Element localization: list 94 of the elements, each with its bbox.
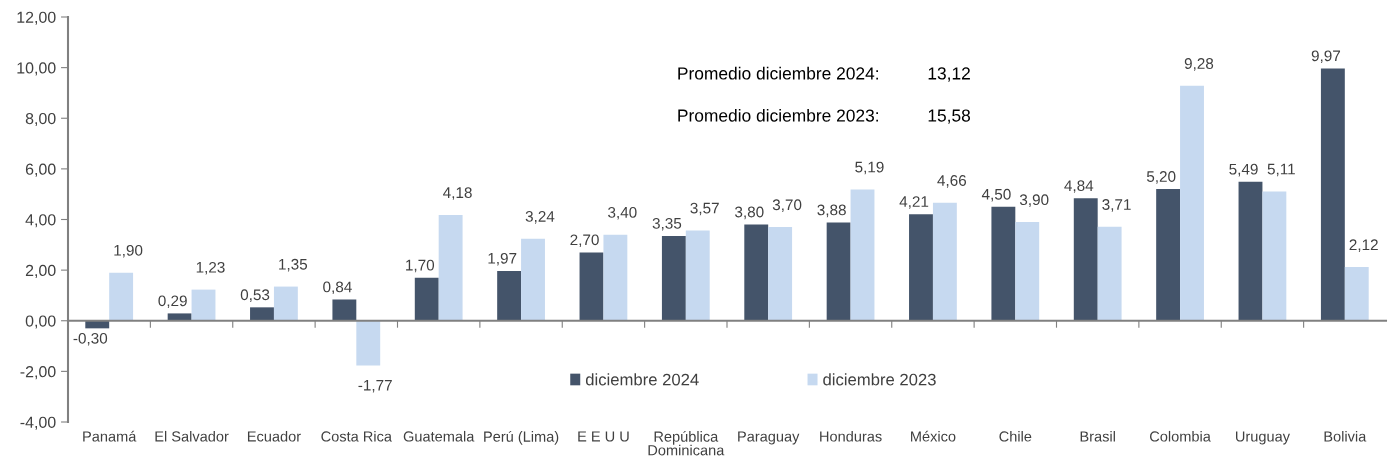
data-label: 3,80 xyxy=(735,206,764,220)
y-tick-label: -4,00 xyxy=(20,416,56,430)
bar xyxy=(579,252,604,321)
y-tick-label: 6,00 xyxy=(25,163,56,177)
x-tick-label: México xyxy=(911,430,956,442)
data-label: 5,11 xyxy=(1267,163,1295,177)
annotation: Promedio diciembre 2024: xyxy=(678,66,878,80)
bar xyxy=(909,214,933,321)
bar xyxy=(1073,198,1098,321)
x-tick-label: Brasil xyxy=(1080,430,1115,442)
x-tick-label: Honduras xyxy=(820,430,882,442)
data-label: 3,88 xyxy=(817,204,846,218)
data-label: 9,97 xyxy=(1311,50,1341,63)
data-label: 0,84 xyxy=(323,281,352,295)
x-tick-label: Costa Rica xyxy=(321,430,392,442)
bar xyxy=(191,289,216,321)
bar xyxy=(497,270,522,321)
data-label: 3,57 xyxy=(690,202,719,216)
x-tick-label: E E U U xyxy=(578,431,629,442)
bar xyxy=(414,277,439,321)
bar xyxy=(1262,191,1287,321)
bar xyxy=(438,214,463,321)
x-tick-label: Uruguay xyxy=(1236,431,1290,445)
bar xyxy=(603,234,628,321)
y-tick-label: 2,00 xyxy=(25,264,56,278)
bar xyxy=(250,307,274,321)
x-tick-label: Colombia xyxy=(1150,430,1211,442)
data-label: 4,50 xyxy=(981,188,1011,202)
bar xyxy=(273,286,298,321)
bar xyxy=(685,230,710,321)
bar xyxy=(1156,189,1181,321)
data-label: 1,23 xyxy=(196,261,225,275)
data-label: 4,84 xyxy=(1064,180,1094,193)
data-label: 3,35 xyxy=(652,217,682,231)
bar xyxy=(826,222,851,321)
x-tick-label: Chile xyxy=(999,430,1032,442)
bar xyxy=(1320,68,1345,321)
y-tick-label: -2,00 xyxy=(20,366,56,380)
y-tick-label: 12,00 xyxy=(17,11,56,25)
x-tick-label: Guatemala xyxy=(403,430,475,442)
y-tick-label: 4,00 xyxy=(25,214,56,228)
bar xyxy=(850,189,875,321)
data-label: 5,19 xyxy=(855,161,884,175)
bar xyxy=(521,238,545,321)
x-tick-label: Paraguay xyxy=(738,431,800,445)
bar xyxy=(1238,181,1263,321)
data-label: 1,70 xyxy=(406,259,435,273)
bar xyxy=(744,224,769,321)
bar xyxy=(332,299,357,321)
x-tick-label: Panamá xyxy=(83,430,137,442)
bar xyxy=(1344,267,1369,321)
annotation: 13,12 xyxy=(928,67,970,82)
data-label: 3,24 xyxy=(525,211,555,224)
bar xyxy=(109,272,134,321)
bar xyxy=(1097,226,1122,321)
annotation: Promedio diciembre 2023: xyxy=(678,108,878,122)
data-label: -1,77 xyxy=(358,380,392,393)
bar xyxy=(768,227,793,321)
data-label: 0,29 xyxy=(158,295,187,309)
bar xyxy=(1180,85,1204,321)
data-label: 3,90 xyxy=(1019,194,1049,207)
bar xyxy=(661,235,686,321)
data-label: 0,53 xyxy=(240,289,270,302)
data-label: 1,35 xyxy=(279,258,308,272)
bar xyxy=(991,206,1016,321)
data-label: 3,70 xyxy=(772,199,802,212)
legend-label: diciembre 2023 xyxy=(823,373,936,386)
x-tick-label: Perú (Lima) xyxy=(484,430,559,445)
data-label: 4,18 xyxy=(443,187,472,200)
data-label: 5,49 xyxy=(1229,163,1258,177)
y-tick-label: 8,00 xyxy=(25,112,56,127)
data-label: 2,12 xyxy=(1349,239,1378,252)
x-tick-label: Bolivia xyxy=(1324,430,1367,442)
annotation: 15,58 xyxy=(928,109,971,124)
x-tick-label: República Dominicana xyxy=(648,430,725,456)
data-label: 9,28 xyxy=(1184,58,1214,71)
y-tick-label: 10,00 xyxy=(17,62,56,76)
data-label: 1,90 xyxy=(114,244,143,258)
data-label: 2,70 xyxy=(570,234,599,248)
data-label: -0,30 xyxy=(73,332,108,346)
data-label: 4,66 xyxy=(937,175,967,188)
x-tick-label: El Salvador xyxy=(155,430,229,442)
bar xyxy=(932,202,957,321)
bar xyxy=(1015,222,1040,321)
data-label: 1,97 xyxy=(488,252,517,266)
data-label: 5,20 xyxy=(1146,171,1176,184)
legend-label: diciembre 2024 xyxy=(585,373,699,386)
bar xyxy=(167,313,192,321)
data-label: 3,40 xyxy=(608,206,637,220)
data-label: 4,21 xyxy=(899,196,929,209)
data-label: 3,71 xyxy=(1102,199,1131,212)
y-tick-label: 0,00 xyxy=(25,315,56,329)
bar xyxy=(356,320,381,366)
x-tick-label: Ecuador xyxy=(247,430,301,442)
